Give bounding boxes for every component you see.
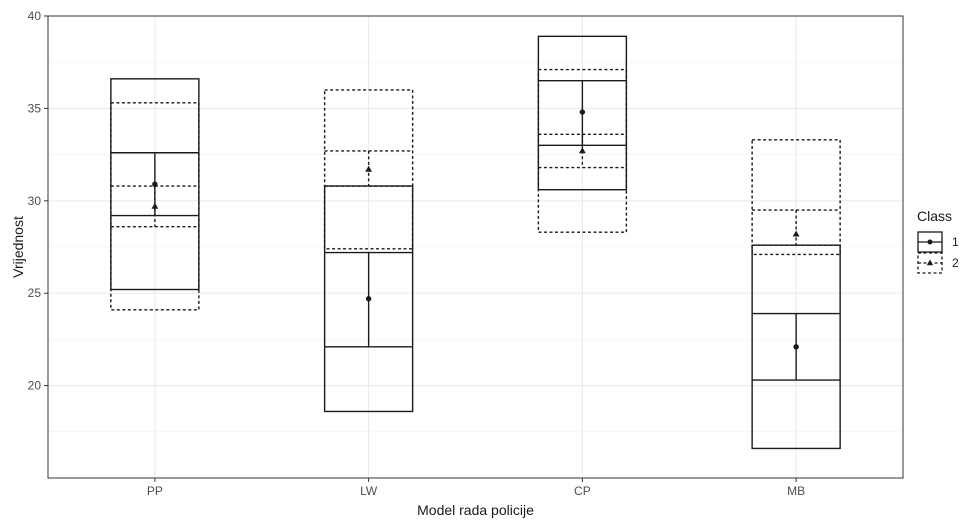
outer-box (110, 102, 200, 311)
mean-point (365, 165, 373, 172)
x-tick-label: CP (574, 484, 591, 498)
mean-point (151, 202, 159, 209)
outer-box (751, 139, 841, 256)
plot-panel-border (47, 15, 904, 479)
mean-point (793, 344, 799, 350)
series-2 (110, 68, 841, 311)
y-axis: 20 25 30 35 40 (28, 9, 48, 393)
y-tick-label: 30 (28, 194, 42, 208)
legend-item: 2 (917, 252, 959, 274)
mean-point (792, 230, 800, 237)
x-axis-title: Model rada policije (417, 502, 534, 518)
x-tick-label: LW (360, 484, 378, 498)
series-1 (110, 35, 841, 450)
outer-box (323, 89, 414, 250)
mean-point (365, 296, 372, 302)
legend-title: Class (917, 208, 952, 224)
mean-point (578, 147, 586, 154)
y-tick-label: 35 (28, 101, 42, 115)
outer-box (537, 68, 628, 233)
legend-label: 1 (952, 235, 959, 249)
series-layer (110, 35, 841, 450)
legend-label: 2 (952, 256, 959, 270)
legend-items: 12 (917, 231, 959, 274)
x-axis: PP LW CP MB (147, 478, 805, 498)
legend: Class 12 (917, 208, 959, 274)
mean-point (579, 109, 586, 115)
y-tick-label: 40 (28, 9, 42, 23)
y-tick-label: 20 (28, 379, 42, 393)
x-tick-label: PP (147, 484, 163, 498)
y-tick-label: 25 (28, 286, 42, 300)
legend-item: 1 (917, 231, 959, 253)
grid (48, 15, 903, 478)
legend-marker (926, 259, 934, 266)
legend-marker (927, 239, 933, 245)
x-tick-label: MB (787, 484, 805, 498)
y-axis-title: Vrijednost (10, 216, 26, 278)
